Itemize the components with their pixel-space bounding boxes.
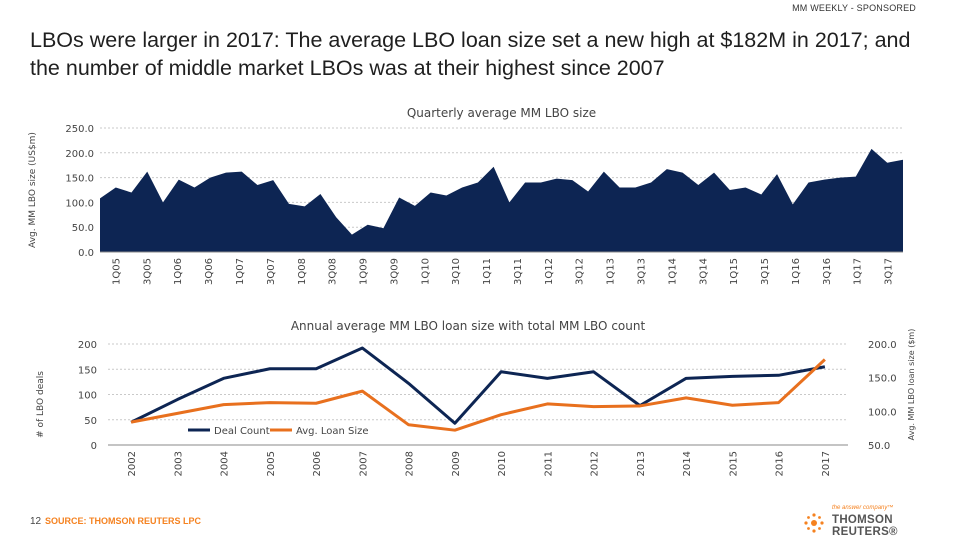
header-tag: MM WEEKLY - SPONSORED (792, 3, 916, 13)
chart2-xtick-label: 2015 (728, 451, 739, 476)
source-note: SOURCE: THOMSON REUTERS LPC (45, 516, 202, 526)
chart2-xtick-label: 2014 (682, 451, 693, 476)
chart1-xtick-label: 1Q16 (791, 258, 802, 285)
chart2-xtick-label: 2017 (821, 451, 832, 476)
chart1-xtick-label: 3Q09 (389, 258, 400, 285)
chart1-ytick-label: 0.0 (78, 248, 94, 259)
chart2-legend-label: Avg. Loan Size (296, 426, 369, 437)
chart1-xtick-label: 3Q13 (636, 258, 647, 285)
chart2-xtick-label: 2006 (312, 451, 323, 476)
slide-title: LBOs were larger in 2017: The average LB… (30, 28, 911, 80)
chart2-ytick-label: 200 (78, 340, 97, 351)
chart1-xtick-label: 3Q05 (142, 258, 153, 285)
chart1-ytick-label: 200.0 (65, 149, 94, 160)
chart2-ytick-label: 100 (78, 391, 97, 402)
chart1-xtick-label: 1Q05 (111, 258, 122, 285)
chart1-ytick-label: 100.0 (65, 198, 94, 209)
chart1-xtick-label: 3Q12 (575, 258, 586, 285)
logo-name: THOMSON REUTERS® (832, 514, 898, 538)
chart2-y2tick-label: 150.0 (868, 374, 897, 385)
chart1-xtick-label: 3Q14 (698, 258, 709, 285)
chart2-xtick-label: 2002 (127, 451, 138, 476)
chart1-xtick-label: 1Q17 (853, 258, 864, 285)
chart1-title: Quarterly average MM LBO size (407, 106, 596, 120)
chart2-xtick-label: 2013 (636, 451, 647, 476)
chart2-y2label: Avg. MM LBO loan size ($m) (907, 329, 916, 441)
chart2-legend-label: Deal Count (214, 426, 270, 437)
chart2-xtick-label: 2004 (220, 451, 231, 476)
chart1-ytick-label: 150.0 (65, 174, 94, 185)
chart1-xtick-label: 1Q12 (544, 258, 555, 285)
chart1-ytick-label: 50.0 (72, 223, 94, 234)
chart2-y2tick-label: 100.0 (868, 407, 897, 418)
chart2-xtick-label: 2016 (775, 451, 786, 476)
chart1-xtick-label: 3Q07 (266, 258, 277, 285)
chart1-xtick-label: 3Q08 (328, 258, 339, 285)
chart1-ytick-label: 250.0 (65, 124, 94, 135)
chart2-xtick-label: 2003 (173, 451, 184, 476)
chart2-xtick-label: 2009 (451, 451, 462, 476)
chart1-ylabel: Avg. MM LBO size (US$m) (28, 132, 38, 248)
chart2-series-line-1 (130, 358, 826, 432)
chart1-xtick-label: 1Q06 (173, 258, 184, 285)
chart1-xtick-label: 3Q11 (513, 258, 524, 285)
chart1-xtick-label: 1Q14 (667, 258, 678, 285)
chart1-xtick-label: 1Q10 (420, 258, 431, 285)
chart2-ytick-label: 0 (91, 441, 97, 452)
annual-line-chart: Annual average MM LBO loan size with tot… (36, 319, 916, 476)
chart1-xtick-label: 3Q16 (822, 258, 833, 285)
chart1-xtick-label: 1Q08 (297, 258, 308, 285)
chart2-xtick-label: 2010 (497, 451, 508, 476)
chart2-xtick-label: 2012 (590, 451, 601, 476)
chart1-xtick-label: 1Q09 (359, 258, 370, 285)
chart2-y2tick-label: 200.0 (868, 340, 897, 351)
chart2-xtick-label: 2008 (405, 451, 416, 476)
chart1-xtick-label: 1Q07 (235, 258, 246, 285)
chart1-xtick-label: 1Q15 (729, 258, 740, 285)
chart2-xtick-label: 2007 (358, 451, 369, 476)
logo-dots-icon (804, 513, 824, 533)
logo-tagline: the answer company™ (832, 505, 894, 511)
chart1-xtick-label: 3Q17 (884, 258, 895, 285)
page-number: 12 (30, 516, 42, 527)
chart2-ylabel: # of LBO deals (36, 371, 46, 438)
chart1-xtick-label: 3Q15 (760, 258, 771, 285)
chart2-y2tick-label: 50.0 (868, 441, 890, 452)
chart2-xtick-label: 2005 (266, 451, 277, 476)
quarterly-area-chart: Quarterly average MM LBO size Avg. MM LBO… (28, 106, 903, 285)
chart2-title: Annual average MM LBO loan size with tot… (291, 319, 646, 333)
chart2-ytick-label: 150 (78, 365, 97, 376)
chart1-area (100, 148, 903, 252)
thomson-reuters-logo: the answer company™ THOMSON REUTERS® (800, 505, 950, 538)
chart2-ytick-label: 50 (84, 416, 97, 427)
chart1-xtick-label: 1Q11 (482, 258, 493, 285)
chart2-series-line-0 (130, 346, 826, 425)
chart2-xtick-label: 2011 (543, 451, 554, 476)
chart1-xtick-label: 3Q06 (204, 258, 215, 285)
chart1-xtick-label: 3Q10 (451, 258, 462, 285)
chart1-xtick-label: 1Q13 (606, 258, 617, 285)
